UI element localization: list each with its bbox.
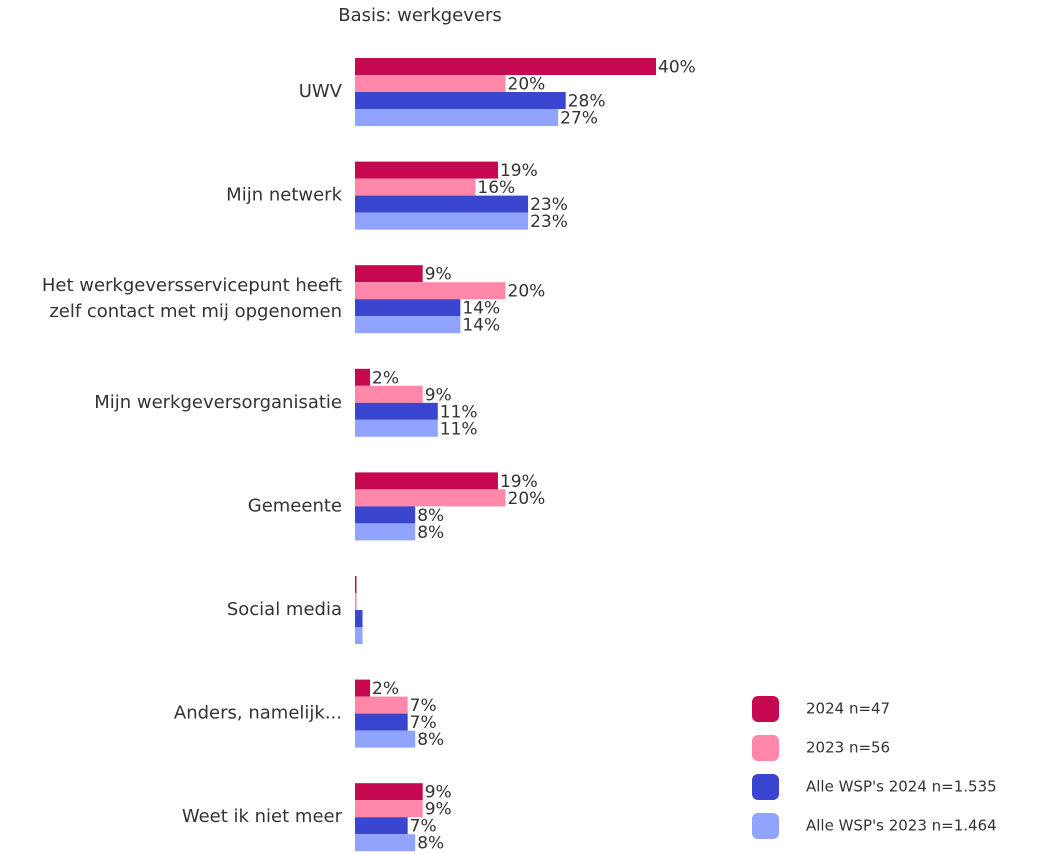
bar [355,506,416,524]
bar [355,316,461,334]
value-label: 19% [500,472,538,492]
bar [355,679,371,697]
bar [355,713,408,731]
category-label: Social media [227,599,342,620]
category-label: Het werkgeversservicepunt heeft zelf cont… [42,275,342,322]
value-label: 28% [568,92,606,112]
bar [355,195,529,213]
legend-swatch [752,735,779,761]
bar [355,800,423,818]
bar [355,161,498,179]
value-label: 9% [425,265,452,285]
bar [355,523,416,541]
bar [355,402,438,420]
bar [355,696,408,714]
bar [355,58,656,75]
value-label: 19% [500,161,538,181]
bar [355,783,423,801]
value-label: 20% [508,282,546,302]
bar [355,282,506,300]
value-label: 8% [417,834,444,854]
category-label: Weet ik niet meer [182,806,343,827]
bar [355,92,566,109]
bar [355,212,529,230]
bar [355,593,357,610]
legend-swatch [752,813,779,839]
bar [355,489,506,507]
value-label: 16% [477,178,515,198]
bar [355,834,416,852]
value-label: 20% [508,489,546,509]
value-label: 9% [425,800,452,820]
value-label: 27% [560,109,598,129]
value-label: 2% [372,679,399,699]
bar [355,109,559,126]
legend-label: Alle WSP's 2024 n=1.535 [806,778,997,796]
bar [355,299,461,317]
value-label: 9% [425,783,452,803]
category-label: Mijn werkgeversorganisatie [94,392,342,413]
value-label: 7% [410,696,437,716]
bar [355,419,438,437]
value-label: 8% [417,523,444,543]
bar [355,817,408,835]
bar [355,178,476,196]
bar [355,730,416,748]
bar [355,265,423,283]
value-label: 23% [530,212,568,232]
value-label: 40% [658,58,696,78]
category-label: Mijn netwerk [226,185,342,206]
bar [355,75,506,92]
value-label: 11% [440,419,478,439]
value-label: 2% [372,368,399,388]
value-label: 7% [410,713,437,733]
value-label: 20% [508,75,546,95]
value-label: 7% [410,817,437,837]
value-label: 9% [425,385,452,405]
legend-label: 2023 n=56 [806,739,890,757]
bar [355,368,371,386]
value-label: 8% [417,730,444,750]
category-label: Gemeente [248,495,342,516]
legend-label: 2024 n=47 [806,700,890,718]
bar [355,576,357,593]
value-label: 8% [417,506,444,526]
value-label: 11% [440,402,478,422]
legend-label: Alle WSP's 2023 n=1.464 [806,817,997,835]
category-label: UWV [299,81,343,102]
value-label: 23% [530,195,568,215]
bar [355,472,498,490]
legend-swatch [752,696,779,722]
chart-title: Basis: werkgevers [338,5,502,26]
legend-swatch [752,774,779,800]
bar [355,385,423,403]
category-label: Anders, namelijk... [174,703,342,724]
value-label: 14% [462,316,500,336]
bar [355,627,363,644]
bar [355,610,363,627]
value-label: 14% [462,299,500,319]
